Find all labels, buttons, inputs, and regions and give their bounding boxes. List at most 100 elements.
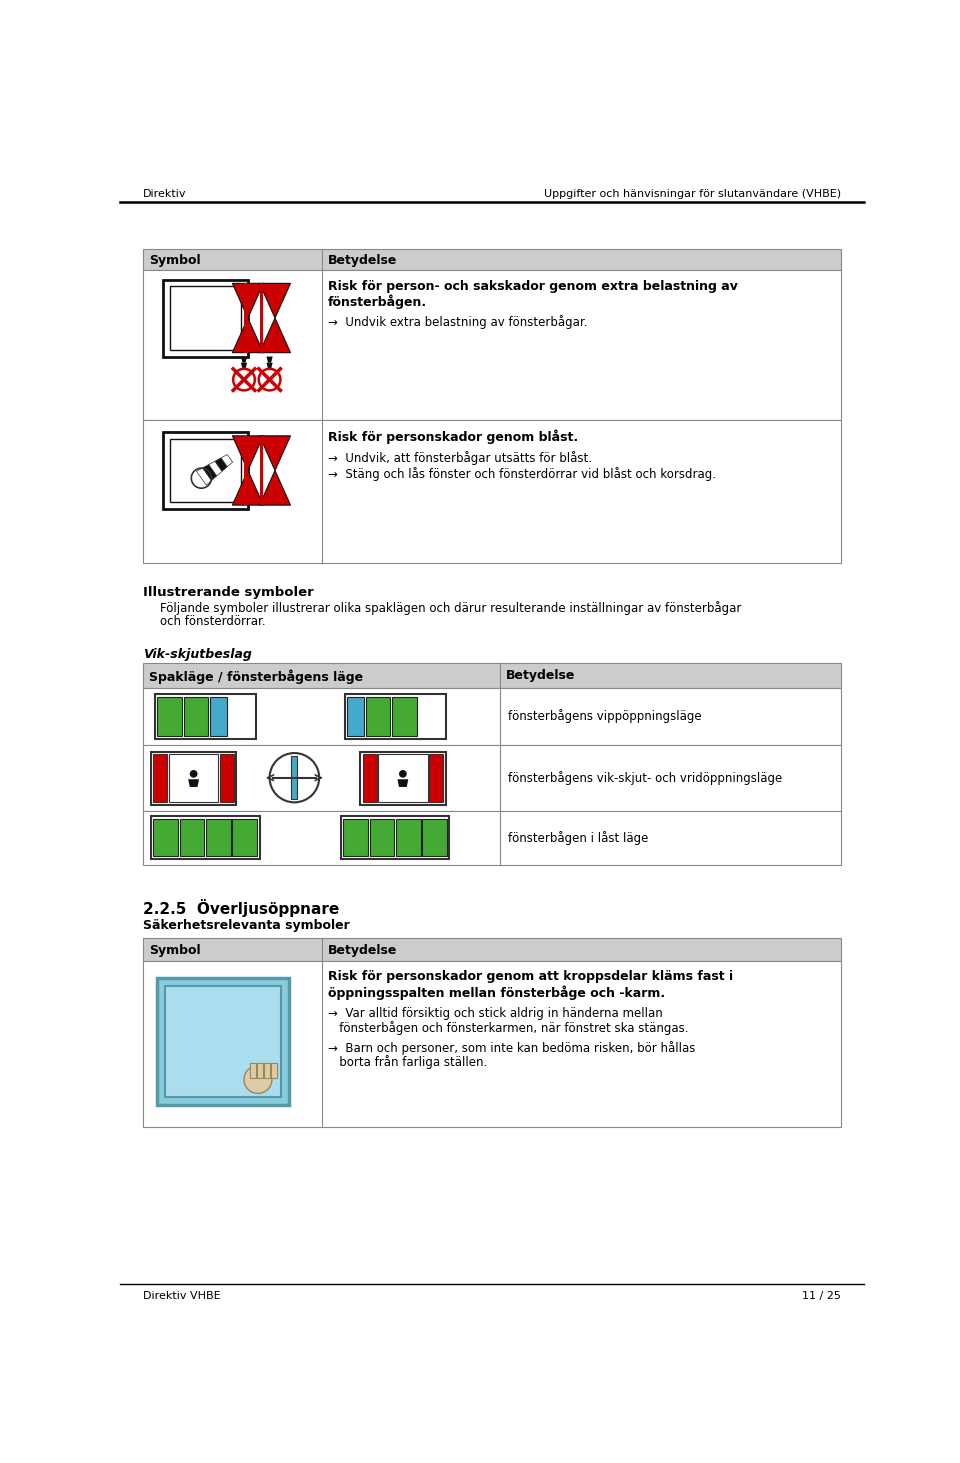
Polygon shape (232, 284, 263, 317)
Text: →  Var alltid försiktig och stick aldrig in händerna mellan: → Var alltid försiktig och stick aldrig … (327, 1007, 662, 1020)
Bar (345, 693, 445, 739)
Bar (259, 436, 263, 505)
Bar (251, 1062, 255, 1078)
Bar (143, 938, 841, 961)
Bar (341, 816, 449, 859)
Bar (257, 1062, 263, 1078)
Bar (370, 819, 395, 856)
Polygon shape (232, 436, 263, 471)
Text: Symbol: Symbol (150, 255, 201, 268)
Bar (344, 819, 368, 856)
Bar (244, 436, 248, 505)
Polygon shape (232, 317, 263, 353)
Polygon shape (259, 317, 291, 353)
Text: Symbol: Symbol (150, 944, 201, 957)
Text: Spakläge / fönsterbågens läge: Spakläge / fönsterbågens läge (150, 669, 364, 683)
Bar (157, 977, 289, 1105)
Bar (206, 819, 230, 856)
Bar (143, 745, 841, 811)
Text: Vik-skjutbeslag: Vik-skjutbeslag (143, 648, 252, 661)
Polygon shape (259, 284, 291, 317)
Bar (143, 811, 841, 865)
Bar (155, 693, 255, 739)
Text: borta från farliga ställen.: borta från farliga ställen. (327, 1055, 487, 1069)
Text: Följande symboler illustrerar olika spaklägen och därur resulterande inställning: Följande symboler illustrerar olika spak… (160, 601, 742, 616)
Text: 11 / 25: 11 / 25 (802, 1290, 841, 1301)
Polygon shape (203, 465, 217, 480)
Polygon shape (209, 461, 222, 475)
Bar (143, 961, 841, 1127)
Text: Betydelse: Betydelse (506, 669, 575, 682)
Text: fönsterbågens vik-skjut- och vridöppningsläge: fönsterbågens vik-skjut- och vridöppning… (508, 771, 781, 784)
Text: Uppgifter och hänvisningar för slutanvändare (VHBE): Uppgifter och hänvisningar för slutanvän… (543, 189, 841, 199)
Polygon shape (259, 436, 291, 471)
Bar (162, 432, 248, 509)
Text: Betydelse: Betydelse (327, 944, 397, 957)
Text: →  Barn och personer, som inte kan bedöma risken, bör hållas: → Barn och personer, som inte kan bedöma… (327, 1042, 695, 1055)
Text: 2.2.5  Överljusöppnare: 2.2.5 Överljusöppnare (143, 900, 340, 917)
Text: fönsterbågens vippöppningsläge: fönsterbågens vippöppningsläge (508, 710, 701, 723)
Bar (271, 1062, 276, 1078)
Bar (169, 753, 219, 802)
Bar (143, 420, 841, 563)
Polygon shape (197, 468, 211, 486)
Bar (366, 696, 391, 736)
Circle shape (399, 770, 407, 778)
Circle shape (190, 770, 198, 778)
Polygon shape (215, 458, 228, 471)
Text: och fönsterdörrar.: och fönsterdörrar. (160, 616, 266, 628)
Bar (143, 663, 841, 688)
Text: Risk för personskador genom att kroppsdelar kläms fast i
öppningsspalten mellan : Risk för personskador genom att kroppsde… (327, 970, 732, 1001)
Bar (143, 271, 841, 420)
Bar (143, 688, 841, 745)
Polygon shape (267, 363, 273, 369)
Text: fönsterbågen och fönsterkarmen, när fönstret ska stängas.: fönsterbågen och fönsterkarmen, när föns… (327, 1021, 688, 1034)
Polygon shape (267, 357, 273, 363)
Bar (360, 752, 445, 805)
Text: Illustrerande symboler: Illustrerande symboler (143, 587, 314, 598)
Bar (378, 753, 427, 802)
Bar (170, 287, 241, 350)
Bar (291, 756, 298, 799)
Circle shape (270, 753, 319, 802)
Polygon shape (232, 471, 263, 505)
Text: fönsterbågen i låst läge: fönsterbågen i låst läge (508, 831, 648, 844)
Text: →  Undvik, att fönsterbågar utsätts för blåst.: → Undvik, att fönsterbågar utsätts för b… (327, 451, 591, 465)
Bar (183, 696, 208, 736)
Polygon shape (188, 780, 199, 787)
Text: Risk för personskador genom blåst.: Risk för personskador genom blåst. (327, 430, 578, 445)
Bar (151, 816, 259, 859)
Bar (151, 752, 236, 805)
Bar (154, 753, 167, 802)
Text: →  Undvik extra belastning av fönsterbågar.: → Undvik extra belastning av fönsterbåga… (327, 315, 588, 329)
Text: Risk för person- och sakskador genom extra belastning av
fönsterbågen.: Risk för person- och sakskador genom ext… (327, 279, 737, 309)
Bar (162, 279, 248, 357)
Polygon shape (241, 357, 247, 363)
Bar (154, 819, 179, 856)
Circle shape (244, 1065, 272, 1093)
Text: Betydelse: Betydelse (327, 255, 397, 268)
Bar (363, 753, 376, 802)
Bar (264, 1062, 270, 1078)
Bar (143, 249, 841, 271)
Bar (422, 819, 447, 856)
Polygon shape (221, 455, 232, 467)
Bar (157, 696, 182, 736)
Bar (259, 284, 263, 353)
Bar (396, 819, 420, 856)
Polygon shape (259, 471, 291, 505)
Bar (232, 819, 257, 856)
Text: →  Stäng och lås fönster och fönsterdörrar vid blåst och korsdrag.: → Stäng och lås fönster och fönsterdörra… (327, 467, 716, 480)
Bar (165, 986, 281, 1097)
Bar (170, 439, 241, 502)
Polygon shape (397, 780, 408, 787)
Bar (392, 696, 417, 736)
Bar (348, 696, 364, 736)
Text: Säkerhetsrelevanta symboler: Säkerhetsrelevanta symboler (143, 919, 350, 932)
Bar (180, 819, 204, 856)
Text: Direktiv VHBE: Direktiv VHBE (143, 1290, 221, 1301)
Bar (244, 284, 248, 353)
Bar (429, 753, 444, 802)
Bar (220, 753, 234, 802)
Text: Direktiv: Direktiv (143, 189, 187, 199)
